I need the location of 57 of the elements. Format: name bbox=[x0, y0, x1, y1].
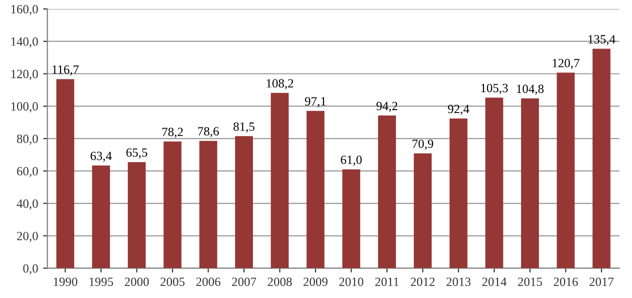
bar bbox=[164, 141, 182, 268]
x-tick-label: 2007 bbox=[232, 278, 256, 286]
x-tick-label: 1995 bbox=[90, 278, 114, 286]
x-tick-label: 2012 bbox=[410, 278, 435, 286]
bar bbox=[128, 162, 146, 268]
data-label: 120,7 bbox=[552, 58, 580, 70]
bar bbox=[235, 136, 253, 268]
x-tick-label: 2017 bbox=[590, 278, 614, 286]
data-label: 104,8 bbox=[517, 84, 544, 95]
bar bbox=[378, 116, 396, 268]
bar bbox=[92, 165, 110, 268]
data-label: 78,2 bbox=[162, 128, 183, 138]
bar bbox=[414, 153, 432, 268]
data-label: 97,1 bbox=[304, 97, 326, 108]
bar bbox=[306, 110, 324, 268]
y-tick-label: 60,0 bbox=[17, 167, 38, 178]
x-tick-label: 1990 bbox=[54, 278, 78, 286]
x-tick-label: 2006 bbox=[196, 278, 220, 286]
data-label: 81,5 bbox=[234, 122, 254, 133]
x-tick-label: 2016 bbox=[554, 278, 578, 286]
x-tick-label: 2000 bbox=[124, 278, 149, 286]
data-label: 94,2 bbox=[376, 102, 398, 112]
x-tick-label: 2008 bbox=[268, 278, 292, 286]
data-label: 61,0 bbox=[340, 156, 362, 166]
x-tick-label: 2014 bbox=[482, 278, 507, 286]
y-tick-label: 120,0 bbox=[11, 70, 38, 80]
bar bbox=[199, 140, 218, 268]
y-tick-label: 40,0 bbox=[16, 199, 38, 210]
bar bbox=[342, 169, 360, 268]
y-tick-label: 0,0 bbox=[23, 264, 38, 274]
y-tick-label: 20,0 bbox=[17, 232, 38, 242]
x-tick-label: 2013 bbox=[446, 278, 471, 286]
y-tick-label: 140,0 bbox=[11, 37, 38, 48]
data-label: 135,4 bbox=[588, 35, 616, 46]
bar bbox=[450, 118, 468, 268]
x-tick-label: 2010 bbox=[339, 278, 364, 286]
bar bbox=[270, 92, 289, 268]
bar bbox=[556, 72, 575, 268]
data-label: 92,4 bbox=[448, 104, 470, 115]
data-label: 108,2 bbox=[266, 79, 294, 90]
y-tick-label: 100,0 bbox=[11, 102, 38, 112]
bar bbox=[56, 79, 74, 268]
x-tick-label: 2009 bbox=[304, 278, 328, 286]
y-tick-label: 80,0 bbox=[16, 134, 38, 145]
data-label: 63,4 bbox=[90, 152, 112, 162]
bar bbox=[592, 48, 610, 268]
data-label: 116,7 bbox=[52, 65, 79, 76]
data-label: 70,9 bbox=[412, 140, 434, 150]
bar bbox=[521, 98, 539, 268]
x-tick-label: 2011 bbox=[375, 278, 399, 286]
data-label: 78,6 bbox=[198, 127, 219, 138]
data-label: 65,5 bbox=[126, 148, 148, 159]
y-tick-label: 160,0 bbox=[11, 4, 38, 16]
bar bbox=[485, 98, 504, 268]
x-tick-label: 2005 bbox=[160, 278, 185, 286]
data-label: 105,3 bbox=[481, 84, 508, 94]
x-tick-label: 2015 bbox=[518, 278, 542, 286]
